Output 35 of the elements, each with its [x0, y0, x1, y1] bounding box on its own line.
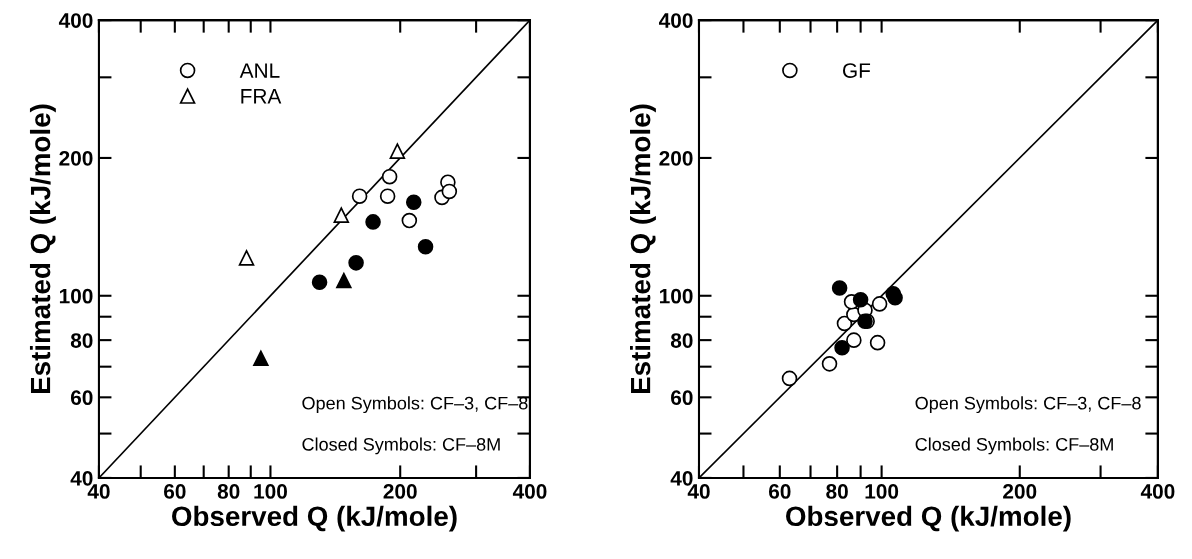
- x-tick-label: 80: [217, 484, 240, 499]
- y-tick-label: 100: [59, 288, 93, 304]
- y-tick-label: 80: [670, 333, 693, 348]
- x-axis-title: Observed Q (kJ/mole): [172, 505, 457, 532]
- y-tick-label: 40: [670, 470, 693, 486]
- x-tick-label: 400: [512, 484, 547, 499]
- x-tick-label: 200: [383, 484, 417, 499]
- x-tick-label: 100: [865, 484, 899, 499]
- legend-label: GF: [843, 63, 871, 78]
- x-tick-label: 40: [687, 484, 710, 499]
- y-tick-label: 200: [659, 150, 693, 166]
- legend-label: ANL: [239, 63, 280, 78]
- y-axis-title: Estimated Q (kJ/mole): [630, 104, 656, 394]
- x-tick-label: 200: [1003, 484, 1037, 499]
- annotation: Closed Symbols: CF–8M: [302, 437, 500, 455]
- x-tick-label: 100: [254, 484, 287, 499]
- annotation: Closed Symbols: CF–8M: [915, 437, 1113, 455]
- annotation: Open Symbols: CF–3, CF–8: [915, 396, 1141, 414]
- x-tick-label: 40: [87, 484, 110, 499]
- y-tick-label: 40: [70, 470, 93, 486]
- y-tick-label: 400: [658, 13, 693, 28]
- y-tick-label: 60: [70, 390, 93, 406]
- y-tick-label: 200: [59, 150, 93, 166]
- x-tick-label: 80: [826, 484, 848, 499]
- x-tick-label: 60: [768, 484, 791, 499]
- y-tick-label: 100: [659, 288, 693, 304]
- x-tick-label: 60: [164, 484, 186, 499]
- annotation: Open Symbols: CF–3, CF–8: [302, 396, 528, 414]
- y-axis-title: Estimated Q (kJ/mole): [29, 104, 56, 394]
- y-tick-label: 80: [70, 333, 93, 348]
- y-tick-label: 400: [58, 13, 93, 28]
- x-axis-title: Observed Q (kJ/mole): [786, 505, 1071, 532]
- y-tick-label: 60: [671, 390, 693, 406]
- x-tick-label: 400: [1140, 484, 1175, 499]
- legend-label: FRA: [241, 89, 282, 104]
